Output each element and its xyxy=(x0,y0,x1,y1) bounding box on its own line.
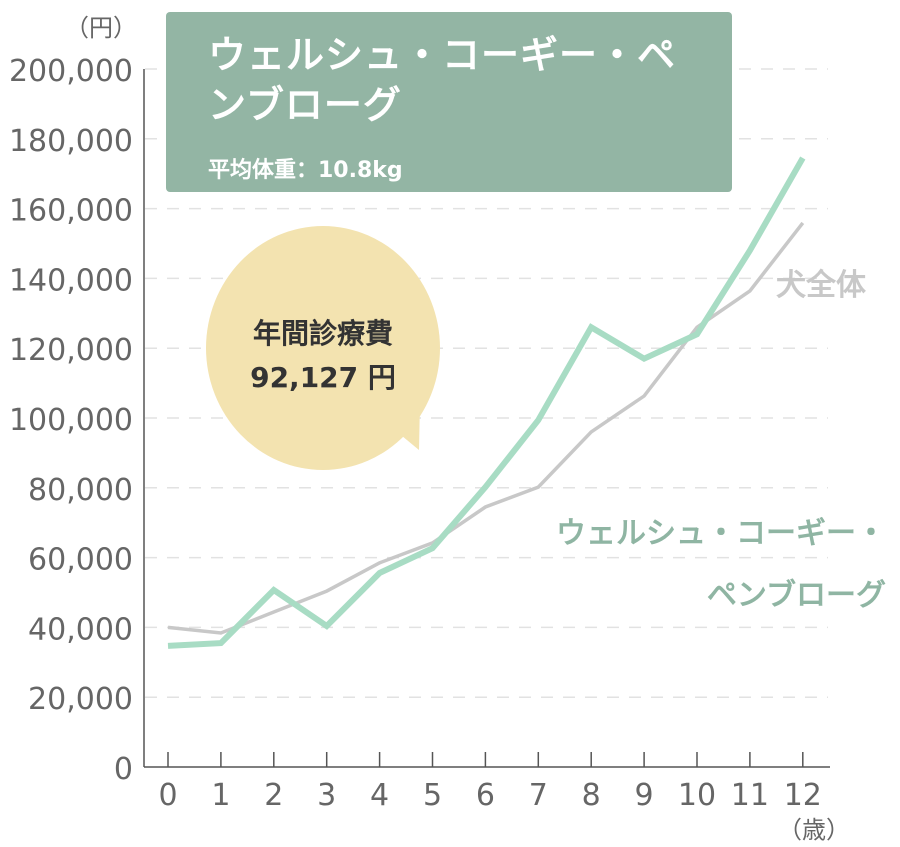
legend-corgi-line2: ペンブローグ xyxy=(706,578,886,613)
y-tick-label: 80,000 xyxy=(28,473,133,508)
speech-bubble-shape xyxy=(206,226,440,470)
x-tick-label: 1 xyxy=(211,778,230,813)
x-tick-label: 3 xyxy=(317,778,336,813)
annual-cost-bubble: 年間診療費 92,127 円 xyxy=(205,226,441,470)
x-tick-label: 12 xyxy=(784,778,822,813)
legend-all-dogs: 犬全体 xyxy=(776,268,866,303)
x-tick-label: 6 xyxy=(476,778,495,813)
x-tick-label: 8 xyxy=(582,778,601,813)
y-tick-label: 180,000 xyxy=(9,124,133,159)
x-tick-label: 10 xyxy=(678,778,716,813)
y-tick-label: 60,000 xyxy=(28,543,133,578)
y-tick-label: 40,000 xyxy=(28,612,133,647)
y-axis-unit: （円） xyxy=(65,14,137,42)
x-tick-label: 5 xyxy=(423,778,442,813)
y-tick-label: 160,000 xyxy=(9,194,133,229)
legend-corgi: ウェルシュ・コーギー・ ペンブローグ xyxy=(556,503,886,627)
x-tick-label: 0 xyxy=(158,778,177,813)
annual-cost-value: 92,127 円 xyxy=(250,361,396,394)
legend-corgi-line1: ウェルシュ・コーギー・ xyxy=(556,516,886,551)
chart-subtitle: 平均体重：10.8kg xyxy=(208,158,403,183)
y-tick-label: 0 xyxy=(114,752,133,787)
x-tick-label: 2 xyxy=(264,778,283,813)
title-box: ウェルシュ・コーギー・ペンブローグ 平均体重：10.8kg xyxy=(166,12,732,192)
y-tick-label: 140,000 xyxy=(9,263,133,298)
y-tick-label: 200,000 xyxy=(9,54,133,89)
y-tick-label: 20,000 xyxy=(28,682,133,717)
x-tick-label: 9 xyxy=(635,778,654,813)
x-tick-label: 7 xyxy=(529,778,548,813)
x-axis-unit: （歳） xyxy=(778,816,850,844)
y-tick-label: 120,000 xyxy=(9,333,133,368)
chart-title: ウェルシュ・コーギー・ペンブローグ xyxy=(208,33,677,127)
x-tick-label: 11 xyxy=(731,778,769,813)
y-tick-label: 100,000 xyxy=(9,403,133,438)
x-tick-label: 4 xyxy=(370,778,389,813)
annual-cost-label: 年間診療費 xyxy=(252,317,393,350)
